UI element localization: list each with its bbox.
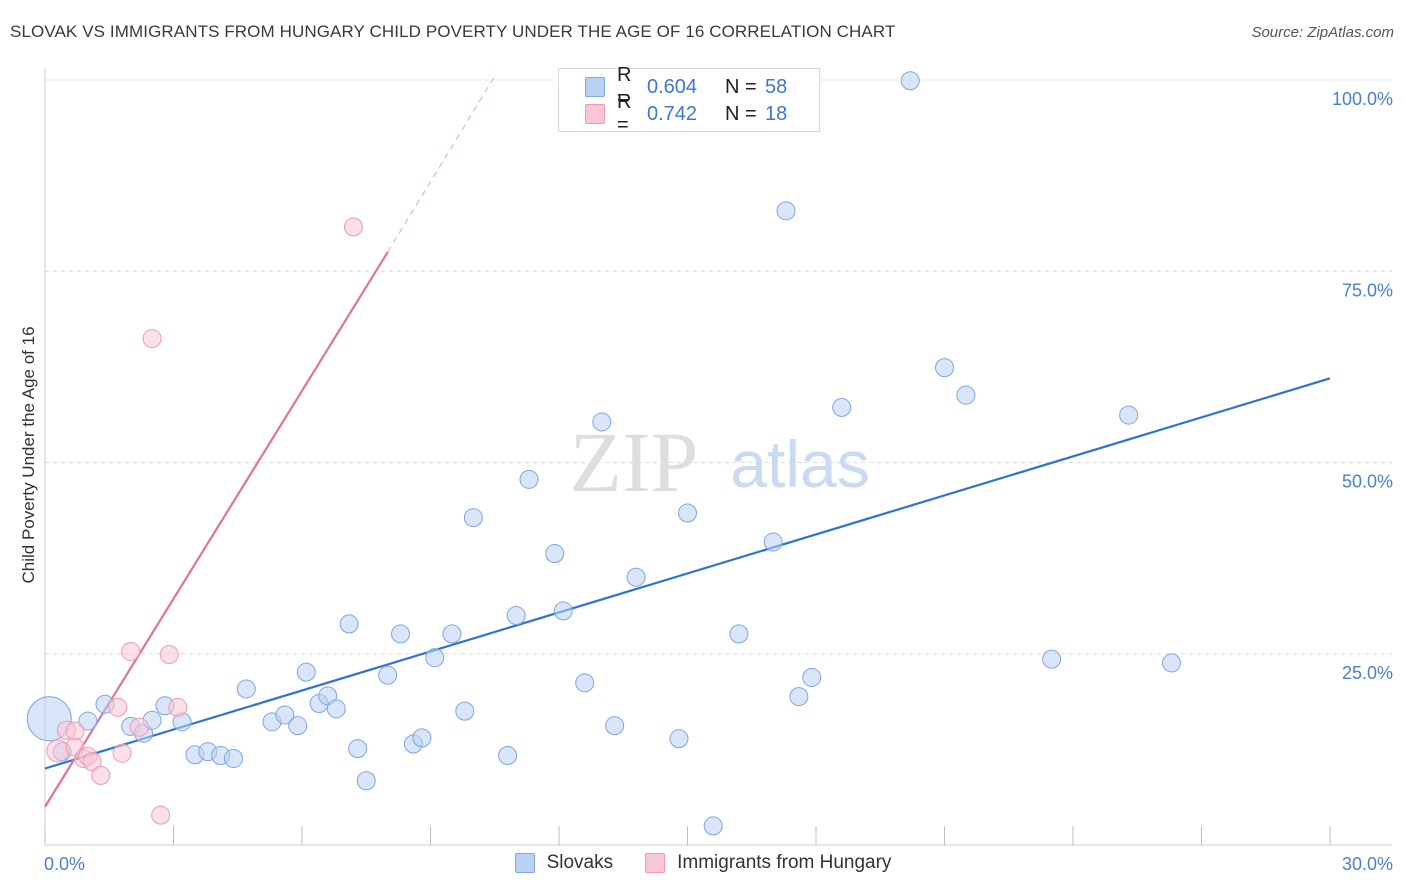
point-slovaks [78,711,98,731]
point-slovaks [519,469,539,489]
legend-r-value: 0.604 [647,75,698,98]
legend-swatch-slovaks [514,853,535,873]
point-slovaks [729,624,749,644]
y-tick-label: 75.0% [1342,280,1393,300]
point-hungary [112,743,132,763]
point-slovaks [553,601,573,621]
point-slovaks [1162,653,1182,673]
point-hungary [108,697,128,717]
point-slovaks [326,699,346,719]
legend-n-label: N = [725,75,757,98]
point-slovaks [626,567,646,587]
legend-row-slovaks: R = 0.604 N = 58 [585,64,788,109]
point-slovaks [678,503,697,523]
legend-label-hungary: Immigrants from Hungary [677,852,892,873]
legend-r-label: R = [617,64,632,109]
point-slovaks [275,705,295,725]
point-slovaks [575,673,595,693]
series-legend: Slovaks Immigrants from Hungary [0,852,1406,874]
watermark-zip: ZIP [570,414,699,510]
point-slovaks [288,716,308,736]
point-hungary [168,697,188,717]
watermark: ZIP atlas [570,414,870,510]
point-slovaks [339,614,359,634]
x-tick-label: 30.0% [1342,854,1393,874]
point-slovaks [236,679,256,699]
point-hungary [65,721,85,741]
point-slovaks [935,358,954,378]
point-slovaks [1042,649,1062,669]
point-slovaks [296,662,316,682]
point-slovaks [592,412,612,432]
point-slovaks [832,397,852,417]
legend-item-hungary[interactable]: Immigrants from Hungary [645,852,891,874]
legend-swatch-hungary [585,104,605,124]
legend-n-value: 18 [765,102,788,125]
point-slovaks [763,532,783,552]
point-slovaks [378,665,398,685]
legend-swatch-slovaks [585,77,605,97]
point-slovaks [776,201,796,221]
legend-item-slovaks[interactable]: Slovaks [514,852,614,874]
point-slovaks [545,544,565,564]
y-tick-label: 50.0% [1342,472,1393,492]
point-slovaks [455,701,475,721]
point-slovaks [605,716,625,736]
legend-r-label: R = [617,91,632,136]
legend-row-hungary: R = 0.742 N = 18 [585,91,788,136]
point-hungary [159,645,179,665]
point-slovaks [1119,405,1139,425]
legend-swatch-hungary [645,853,666,873]
legend-n-value: 58 [765,75,788,98]
point-slovaks [956,385,976,405]
y-axis-label: Child Poverty Under the Age of 16 [19,326,38,583]
point-hungary [82,752,102,772]
trend-line-extension [387,75,496,253]
point-hungary [343,217,363,237]
y-tick-label: 100.0% [1332,89,1393,109]
point-slovaks [223,749,243,769]
watermark-atlas: atlas [730,427,869,501]
x-tick-label: 0.0% [44,854,85,874]
point-slovaks [348,739,368,759]
y-tick-label: 25.0% [1342,663,1393,683]
point-slovaks [391,624,411,644]
point-slovaks [442,624,462,644]
point-slovaks [498,745,518,765]
point-slovaks [802,667,822,687]
point-slovaks [789,687,809,707]
point-slovaks [669,729,689,749]
legend-r-value: 0.742 [647,102,698,125]
point-slovaks [703,816,723,836]
point-hungary [91,765,111,785]
legend-n-label: N = [725,102,757,125]
point-slovaks [425,648,445,668]
chart-title: SLOVAK VS IMMIGRANTS FROM HUNGARY CHILD … [10,22,896,41]
source-credit: Source: ZipAtlas.com [1251,24,1394,41]
point-slovaks [900,71,920,91]
point-slovaks [412,728,432,748]
point-hungary [46,739,70,763]
point-hungary [142,329,162,349]
point-slovaks [463,508,483,528]
trend-line-hungary [44,251,389,808]
point-hungary [129,717,149,737]
trend-line-slovaks [44,377,1331,770]
stats-legend: R = 0.604 N = 58 R = 0.742 N = 18 [558,64,820,136]
legend-label-slovaks: Slovaks [546,852,614,873]
point-hungary [151,805,171,825]
point-slovaks [506,606,526,625]
point-hungary [121,641,141,661]
point-slovaks [356,771,376,791]
